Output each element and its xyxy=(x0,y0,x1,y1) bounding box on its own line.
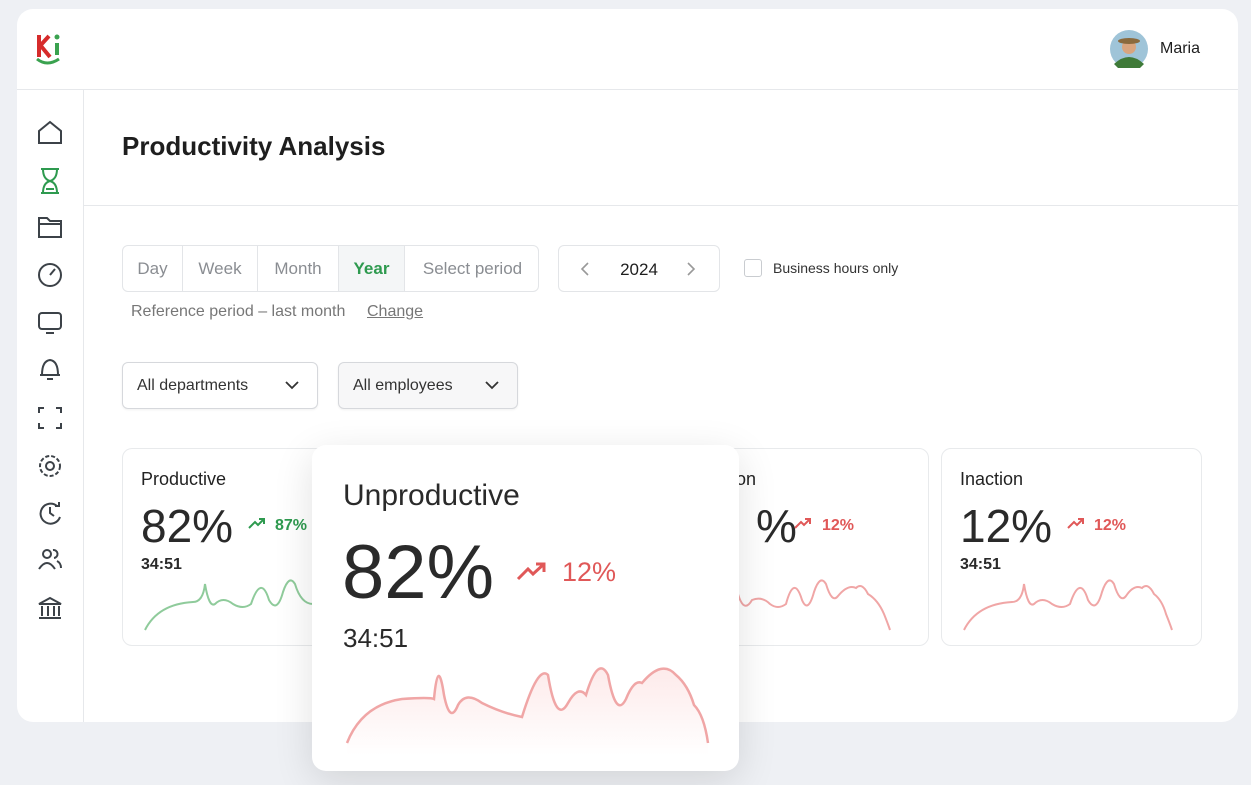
popup-title: Unproductive xyxy=(343,479,520,512)
checkbox[interactable] xyxy=(744,259,762,277)
nav-capture[interactable] xyxy=(38,407,62,429)
logo[interactable] xyxy=(35,31,67,67)
period-tab[interactable]: Day xyxy=(123,246,183,291)
nav-home[interactable] xyxy=(38,120,62,144)
card-trend: 87% xyxy=(275,517,308,534)
dropdown-text: All departments xyxy=(137,376,249,394)
checkbox-label[interactable]: Business hours only xyxy=(773,260,899,276)
nav-time[interactable] xyxy=(41,168,59,194)
trend-icon xyxy=(794,518,811,529)
period-tab[interactable]: Week xyxy=(183,246,258,291)
sidebar xyxy=(38,120,62,619)
card-time: 34:51 xyxy=(141,556,182,573)
dropdown-text: All employees xyxy=(353,376,453,394)
sidebar-border xyxy=(83,89,84,722)
period-tab[interactable]: Year xyxy=(339,246,405,291)
sparkline xyxy=(345,667,710,755)
period-tabs: Day Week Month Year Select period xyxy=(122,245,539,292)
user-name[interactable]: Maria xyxy=(1160,40,1201,57)
nav-users[interactable] xyxy=(38,549,62,570)
sparkline xyxy=(963,579,1173,631)
trend-icon xyxy=(516,562,546,581)
card-trend: 12% xyxy=(822,517,855,534)
nav-folder[interactable] xyxy=(38,217,62,238)
trend-icon xyxy=(248,518,265,529)
year-picker: 2024 xyxy=(558,245,720,292)
sparkline xyxy=(738,579,891,631)
nav-bell[interactable] xyxy=(40,358,60,380)
top-bar xyxy=(17,9,1238,90)
card-value: 82% xyxy=(141,500,234,552)
change-link[interactable]: Change xyxy=(367,303,424,320)
popup-value: 82% xyxy=(342,530,495,615)
card-title: on xyxy=(736,469,757,489)
trend-icon xyxy=(1067,518,1084,529)
next-year[interactable] xyxy=(685,261,697,277)
period-tab[interactable]: Select period xyxy=(422,258,523,278)
popup-trend: 12% xyxy=(562,557,617,587)
card-title: Productive xyxy=(141,469,227,489)
employee-dropdown[interactable]: All employees xyxy=(338,362,518,409)
reference-text: Reference period – last month xyxy=(131,303,346,320)
nav-speed[interactable] xyxy=(38,263,62,287)
nav-history[interactable] xyxy=(39,502,61,525)
prev-year[interactable] xyxy=(579,261,591,277)
card-title: Inaction xyxy=(960,469,1024,489)
sparkline xyxy=(144,579,314,631)
year: 2024 xyxy=(620,260,658,279)
card-value: % xyxy=(756,500,797,552)
chevron xyxy=(285,381,299,390)
department-dropdown[interactable]: All departments xyxy=(122,362,318,409)
popup-card[interactable]: Unproductive 82% 12% 34:51 xyxy=(312,445,739,771)
nav-bank[interactable] xyxy=(38,596,62,619)
divider xyxy=(83,205,1238,206)
nav-settings[interactable] xyxy=(39,455,61,477)
popup-time: 34:51 xyxy=(343,623,409,653)
period-tab[interactable]: Month xyxy=(258,246,339,291)
nav-monitor[interactable] xyxy=(38,312,62,334)
chevron xyxy=(485,381,499,390)
card-value: 12% xyxy=(960,500,1053,552)
card-time: 34:51 xyxy=(960,556,1001,573)
card-trend: 12% xyxy=(1094,517,1127,534)
avatar[interactable] xyxy=(1110,30,1148,68)
page-title: Productivity Analysis xyxy=(122,131,386,161)
card[interactable]: Inaction 12% 12% 34:51 xyxy=(941,448,1202,646)
